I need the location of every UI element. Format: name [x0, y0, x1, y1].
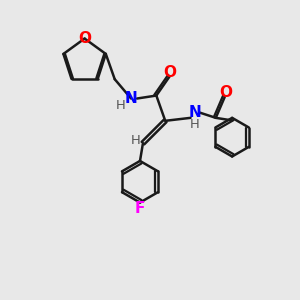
Text: O: O — [220, 85, 233, 100]
Text: H: H — [131, 134, 140, 147]
Text: H: H — [190, 118, 200, 131]
Text: O: O — [78, 31, 91, 46]
Text: F: F — [135, 201, 145, 216]
Text: N: N — [189, 105, 201, 120]
Text: N: N — [125, 91, 137, 106]
Text: H: H — [116, 99, 125, 112]
Text: O: O — [163, 65, 176, 80]
